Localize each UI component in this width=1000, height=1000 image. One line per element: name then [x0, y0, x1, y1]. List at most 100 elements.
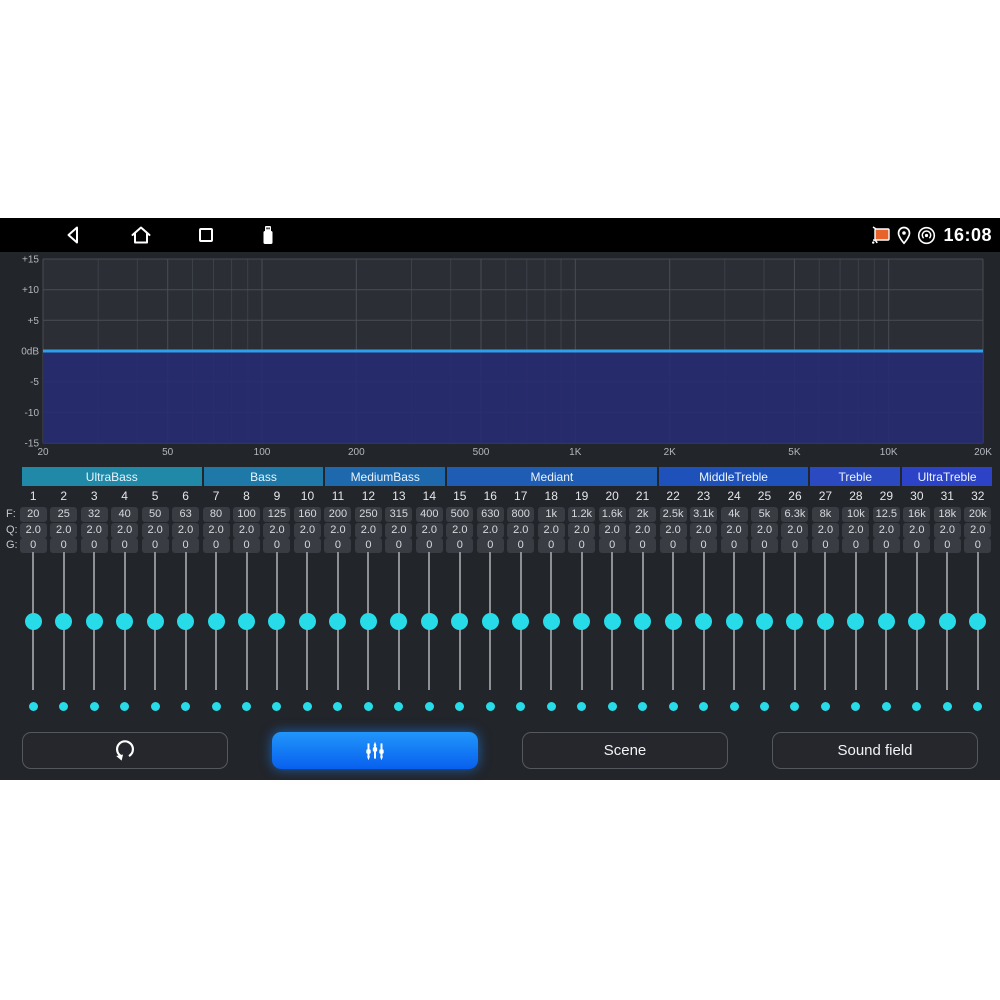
eq-slider-thumb-9[interactable]: [268, 612, 286, 630]
status-bar: 16:08: [0, 218, 1000, 252]
eq-slider-thumb-6[interactable]: [177, 612, 195, 630]
gain-value-chip-30: 0: [903, 538, 931, 553]
band-number-14: 14: [422, 489, 436, 503]
band-group-label: UltraTreble: [917, 469, 977, 484]
scene-button[interactable]: Scene: [522, 732, 728, 769]
scene-button-label: Scene: [603, 742, 647, 759]
eq-slider-thumb-13[interactable]: [390, 612, 408, 630]
recents-icon[interactable]: [194, 223, 218, 247]
band-indicator-dot-1: [28, 702, 38, 711]
back-icon[interactable]: [62, 223, 86, 247]
reset-button[interactable]: [22, 732, 228, 769]
hotspot-icon: [917, 226, 936, 245]
eq-slider-thumb-3[interactable]: [85, 612, 103, 630]
eq-slider-thumb-5[interactable]: [146, 612, 164, 630]
band-number-12: 12: [361, 489, 376, 503]
eq-slider-thumb-28[interactable]: [847, 612, 865, 630]
eq-slider-thumb-20[interactable]: [603, 612, 621, 630]
eq-slider-thumb-26[interactable]: [786, 612, 804, 630]
band-number-2: 2: [60, 489, 68, 503]
svg-text:-10: -10: [25, 408, 40, 419]
eq-slider-thumb-18[interactable]: [542, 612, 560, 630]
q-value-chip-30: 2.0: [903, 522, 931, 538]
freq-value-chip-19: 1.2k: [568, 507, 596, 522]
freq-value-chip-5: 50: [141, 507, 169, 522]
svg-text:1K: 1K: [569, 447, 582, 458]
eq-slider-thumb-22[interactable]: [664, 612, 682, 630]
eq-slider-thumb-25[interactable]: [755, 612, 773, 630]
eq-slider-12: [353, 552, 383, 690]
q-value-chip-7: 2.0: [202, 522, 230, 538]
equalizer-tab-button[interactable]: [272, 732, 478, 769]
eq-slider-thumb-21[interactable]: [634, 612, 652, 630]
eq-slider-thumb-11[interactable]: [329, 612, 347, 630]
eq-slider-thumb-27[interactable]: [816, 612, 834, 630]
usb-icon[interactable]: [256, 223, 280, 247]
band-indicator-dot-13: [394, 702, 404, 711]
eq-slider-thumb-29[interactable]: [877, 612, 895, 630]
q-value-chip-5: 2.0: [141, 522, 169, 538]
eq-slider-21: [627, 552, 657, 690]
eq-slider-27: [810, 552, 840, 690]
freq-value-chip-27: 8k: [811, 507, 839, 522]
gain-value-chip-32: 0: [964, 538, 992, 553]
band-number-30: 30: [910, 489, 924, 503]
gain-value-chip-27: 0: [811, 538, 839, 553]
freq-value-chip-31: 18k: [933, 507, 961, 522]
sound-field-button[interactable]: Sound field: [772, 732, 978, 769]
eq-slider-thumb-4[interactable]: [116, 612, 134, 630]
eq-slider-thumb-1[interactable]: [24, 612, 42, 630]
eq-slider-thumb-2[interactable]: [55, 612, 73, 630]
freq-value-chip-21: 2k: [629, 507, 657, 522]
eq-slider-thumb-32[interactable]: [969, 612, 987, 630]
eq-slider-thumb-12[interactable]: [359, 612, 377, 630]
freq-row-label: F:: [6, 508, 16, 520]
eq-slider-thumb-19[interactable]: [573, 612, 591, 630]
eq-slider-8: [231, 552, 261, 690]
svg-text:2K: 2K: [664, 447, 677, 458]
band-group-label: UltraBass: [85, 469, 138, 484]
band-indicator-dot-22: [668, 702, 678, 711]
q-value-chip-22: 2.0: [659, 522, 687, 538]
eq-slider-thumb-7[interactable]: [207, 612, 225, 630]
svg-text:+10: +10: [22, 285, 39, 296]
svg-text:0dB: 0dB: [21, 347, 39, 358]
band-indicator-dot-31: [942, 702, 952, 711]
band-number-18: 18: [544, 489, 558, 503]
q-value-chip-2: 2.0: [50, 522, 78, 538]
svg-text:100: 100: [254, 447, 271, 458]
band-number-25: 25: [757, 489, 772, 503]
band-indicator-dot-10: [302, 702, 312, 711]
svg-text:-15: -15: [25, 439, 40, 450]
eq-slider-4: [109, 552, 139, 690]
eq-slider-thumb-8[interactable]: [238, 612, 256, 630]
freq-value-chip-12: 250: [354, 507, 382, 522]
freq-value-chip-15: 500: [446, 507, 474, 522]
eq-slider-2: [48, 552, 78, 690]
freq-value-chip-22: 2.5k: [659, 507, 687, 522]
eq-slider-thumb-23[interactable]: [695, 612, 713, 630]
gain-value-chip-2: 0: [50, 538, 78, 553]
freq-value-chip-24: 4k: [720, 507, 748, 522]
band-indicator-dot-23: [699, 702, 709, 711]
band-indicator-dot-30: [912, 702, 922, 711]
home-icon[interactable]: [129, 223, 153, 247]
eq-slider-30: [902, 552, 932, 690]
gain-value-chip-7: 0: [202, 538, 230, 553]
eq-slider-thumb-17[interactable]: [512, 612, 530, 630]
band-number-11: 11: [331, 489, 345, 503]
eq-slider-thumb-24[interactable]: [725, 612, 743, 630]
gain-value-chip-13: 0: [385, 538, 413, 553]
q-value-chip-3: 2.0: [80, 522, 108, 538]
band-indicator-dot-5: [150, 702, 160, 711]
eq-slider-11: [323, 552, 353, 690]
eq-slider-thumb-10[interactable]: [298, 612, 316, 630]
band-group-mediant: Mediant: [447, 467, 657, 486]
eq-slider-thumb-30[interactable]: [908, 612, 926, 630]
eq-slider-thumb-15[interactable]: [451, 612, 469, 630]
gain-value-chip-19: 0: [568, 538, 596, 553]
eq-slider-thumb-16[interactable]: [481, 612, 499, 630]
eq-slider-thumb-14[interactable]: [420, 612, 438, 630]
eq-slider-thumb-31[interactable]: [938, 612, 956, 630]
